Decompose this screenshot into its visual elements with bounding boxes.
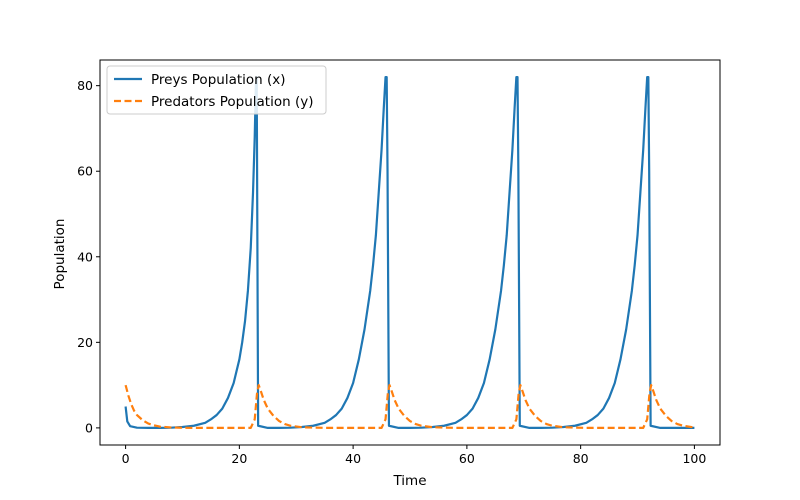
- series-line-2: [124, 384, 695, 429]
- y-tick-label: 40: [77, 249, 93, 264]
- legend: Preys Population (x) Predators Population…: [106, 65, 327, 115]
- x-tick-label: 60: [459, 451, 475, 466]
- x-tick-label: 0: [122, 451, 130, 466]
- x-tick-label: 80: [573, 451, 589, 466]
- y-axis-label: Population: [52, 219, 68, 290]
- plot-area: [124, 76, 695, 429]
- y-tick-label: 60: [77, 164, 93, 179]
- y-tick-label: 0: [85, 420, 93, 435]
- axes: 0 20 40 60 80 100 0 20 40 60 80: [77, 59, 721, 466]
- y-tick-label: 20: [77, 335, 93, 350]
- x-tick-label: 100: [682, 451, 706, 466]
- x-tick-label: 20: [231, 451, 247, 466]
- y-tick-label: 80: [77, 78, 93, 93]
- legend-label-1: Preys Population (x): [151, 72, 286, 88]
- x-tick-label: 40: [345, 451, 361, 466]
- legend-label-2: Predators Population (y): [151, 94, 313, 110]
- series-line-1: [124, 76, 695, 429]
- axes-frame: [99, 59, 721, 446]
- legend-box: [106, 65, 327, 115]
- x-axis-label: Time: [392, 473, 426, 489]
